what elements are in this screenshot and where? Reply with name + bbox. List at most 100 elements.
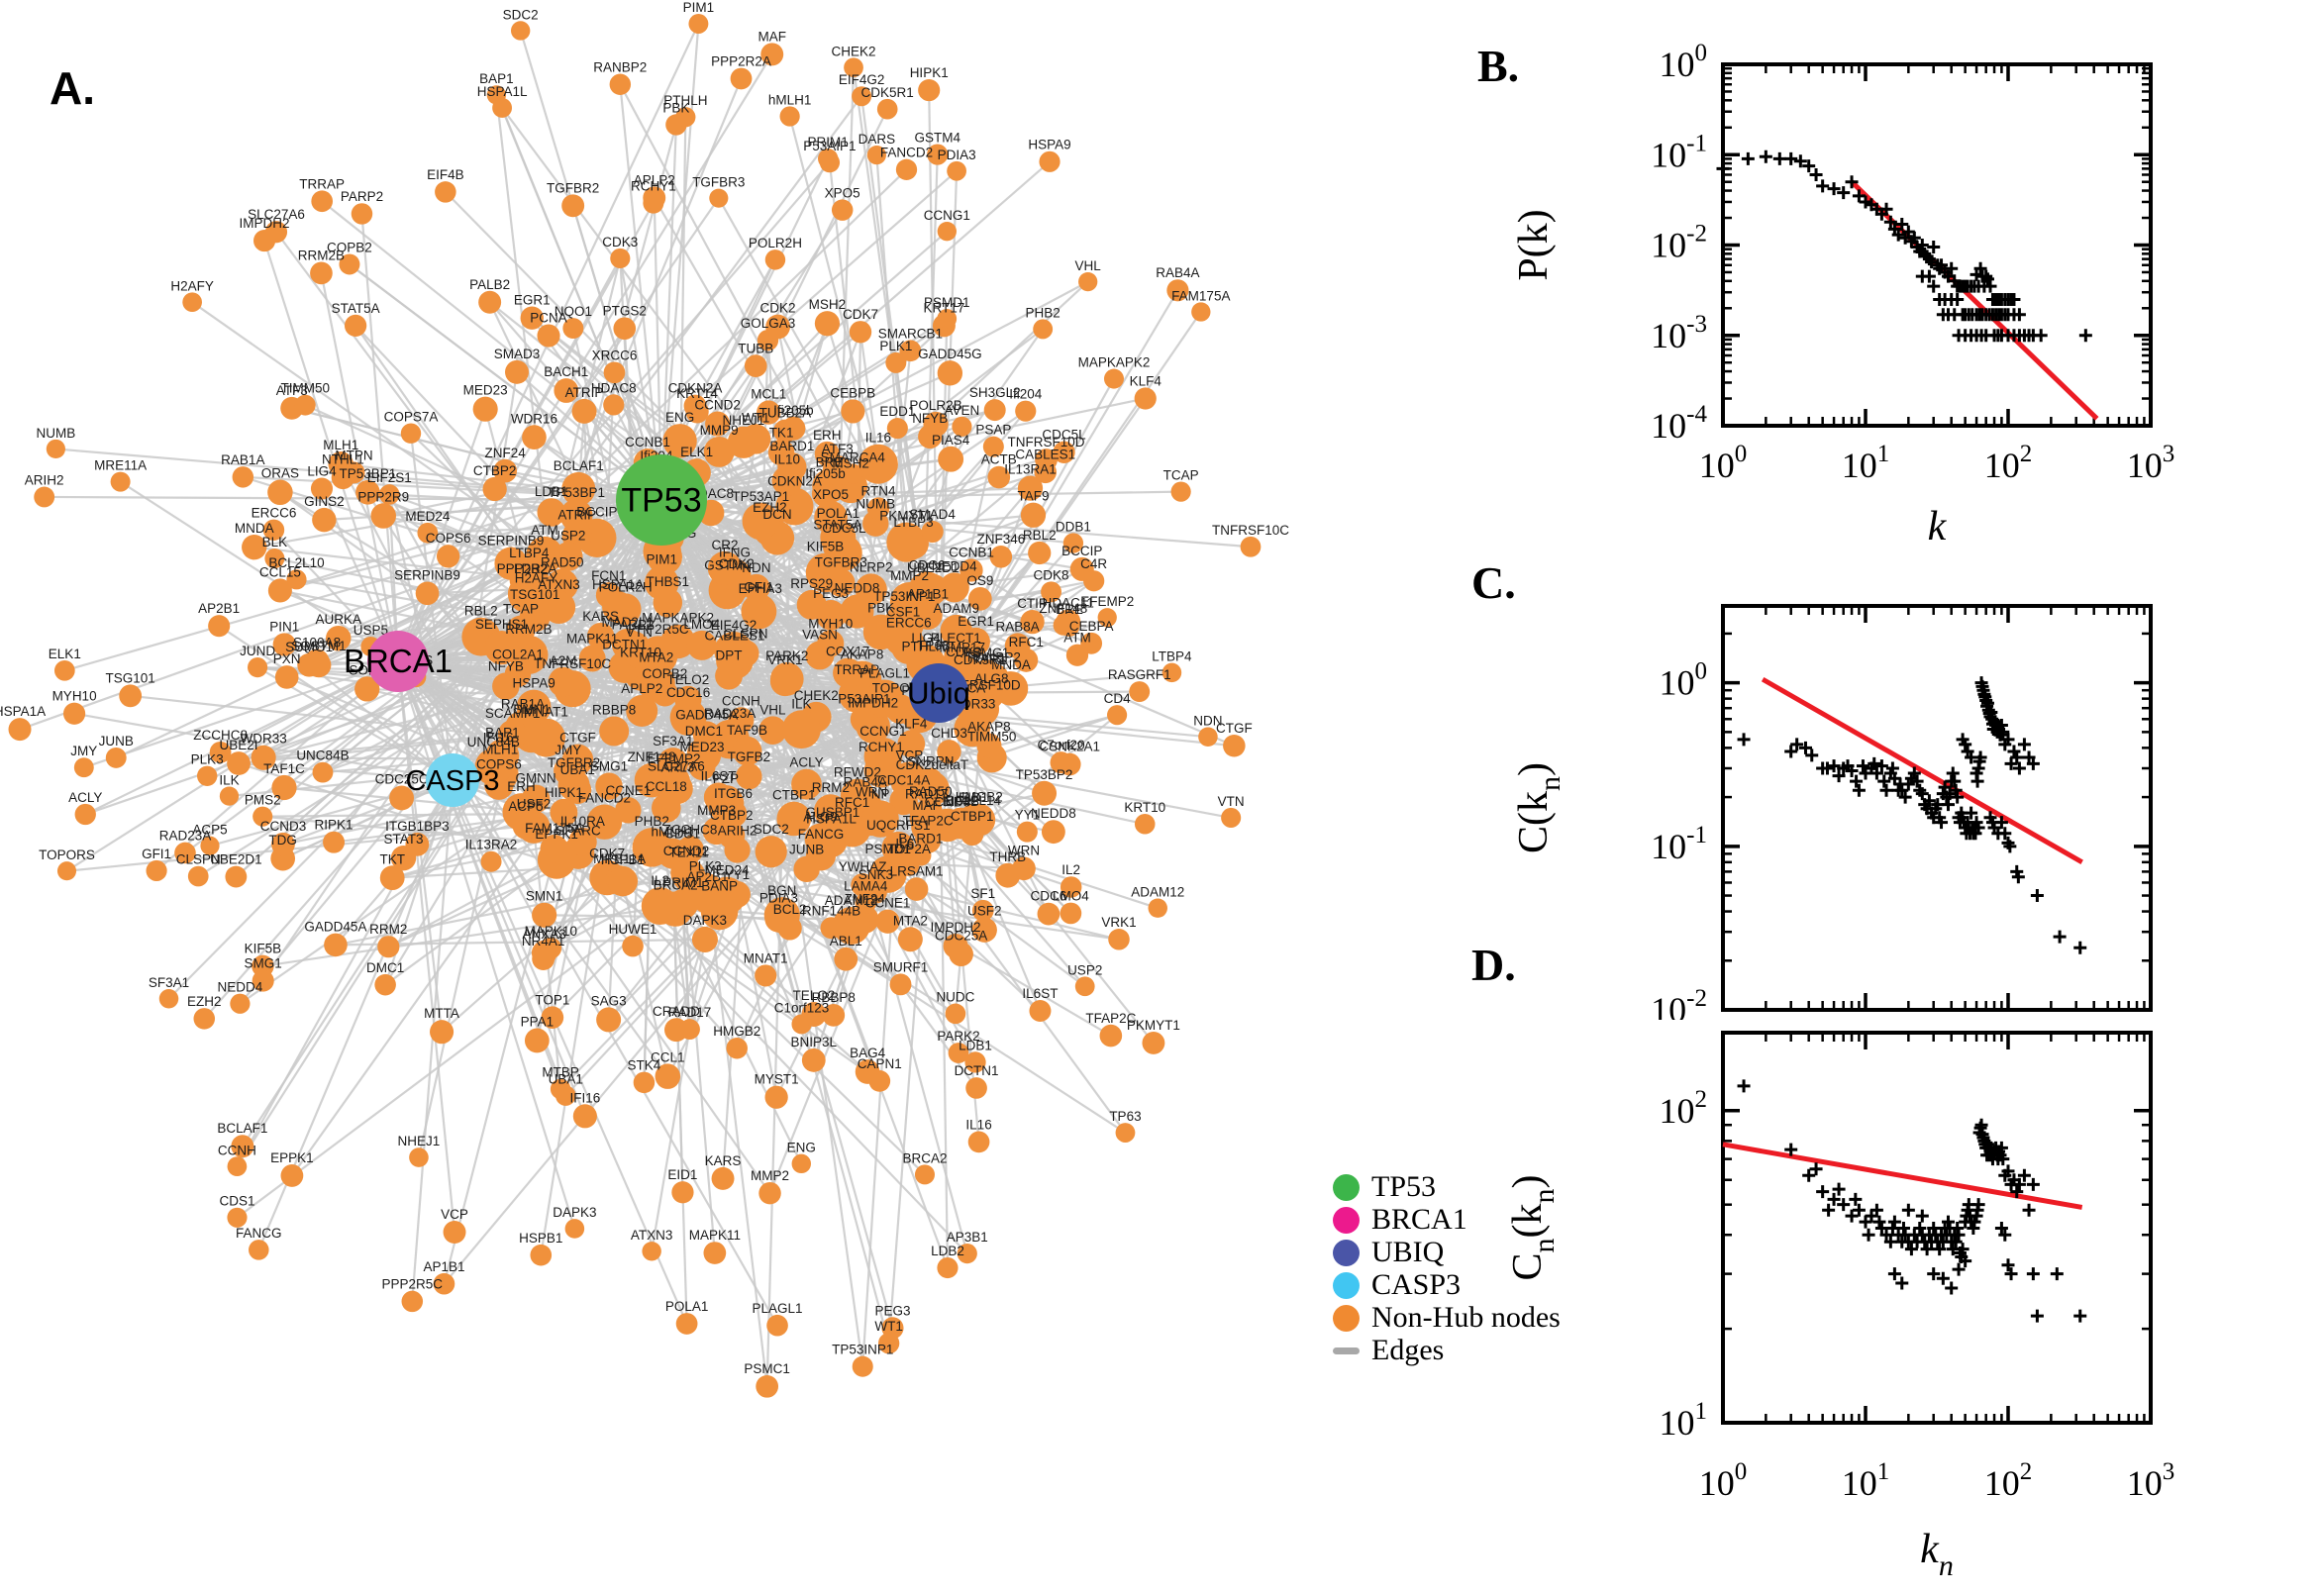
svg-text:BACH1: BACH1 bbox=[544, 364, 588, 379]
svg-text:CLSPN: CLSPN bbox=[724, 626, 768, 641]
svg-text:SUMO1: SUMO1 bbox=[285, 640, 333, 654]
svg-text:BAP1: BAP1 bbox=[479, 71, 514, 86]
svg-text:AVEN: AVEN bbox=[945, 403, 980, 418]
svg-text:CCL15: CCL15 bbox=[259, 564, 301, 579]
svg-text:PRIM1: PRIM1 bbox=[662, 875, 703, 890]
svg-text:CDK3: CDK3 bbox=[602, 235, 638, 249]
svg-text:CDC14A: CDC14A bbox=[877, 773, 930, 788]
svg-text:BCL2L14: BCL2L14 bbox=[946, 793, 1002, 808]
svg-text:CCL18: CCL18 bbox=[646, 779, 687, 794]
svg-text:CEBPA: CEBPA bbox=[1069, 619, 1114, 634]
svg-text:LRSAM1: LRSAM1 bbox=[890, 863, 944, 878]
svg-text:PTHLH: PTHLH bbox=[901, 639, 945, 653]
svg-text:SMAD3: SMAD3 bbox=[494, 347, 541, 361]
svg-text:UQCRFS1: UQCRFS1 bbox=[866, 818, 931, 833]
svg-text:H2AFY: H2AFY bbox=[170, 278, 214, 293]
svg-text:RIPK1: RIPK1 bbox=[315, 818, 354, 833]
svg-text:UNC84B: UNC84B bbox=[296, 748, 349, 763]
svg-text:SMG1: SMG1 bbox=[245, 956, 282, 971]
svg-text:CDK5R1: CDK5R1 bbox=[861, 85, 914, 100]
svg-text:ENG: ENG bbox=[665, 410, 694, 425]
svg-text:BCCIP: BCCIP bbox=[576, 505, 617, 520]
svg-text:10-4: 10-4 bbox=[1651, 401, 1707, 446]
svg-text:MMP17: MMP17 bbox=[940, 641, 986, 655]
svg-text:RAB4A: RAB4A bbox=[844, 774, 887, 789]
svg-text:EPHA3: EPHA3 bbox=[739, 581, 782, 596]
svg-text:TGFBR3: TGFBR3 bbox=[815, 555, 867, 570]
svg-text:NDN: NDN bbox=[742, 560, 770, 575]
svg-text:COL2A1: COL2A1 bbox=[492, 648, 544, 662]
svg-text:CCNH: CCNH bbox=[722, 693, 760, 708]
svg-text:RRM2B: RRM2B bbox=[298, 249, 345, 263]
svg-text:CDS1: CDS1 bbox=[664, 826, 700, 841]
svg-text:TCAP: TCAP bbox=[503, 602, 539, 617]
legend-item-casp3: CASP3 bbox=[1333, 1268, 1561, 1301]
svg-text:ALG9: ALG9 bbox=[803, 810, 838, 825]
svg-text:ZNF24: ZNF24 bbox=[485, 446, 527, 460]
svg-text:POLR2H: POLR2H bbox=[749, 236, 802, 250]
svg-text:MMP2: MMP2 bbox=[751, 1168, 789, 1183]
svg-text:RAD23A: RAD23A bbox=[159, 829, 212, 844]
svg-text:HSPA1L: HSPA1L bbox=[806, 811, 857, 826]
svg-text:AP2B1: AP2B1 bbox=[198, 601, 240, 616]
svg-text:SPARC: SPARC bbox=[556, 823, 601, 838]
svg-text:RAD23A: RAD23A bbox=[704, 706, 757, 721]
svg-text:SERPINB9: SERPINB9 bbox=[394, 567, 460, 582]
svg-text:RFC1: RFC1 bbox=[1009, 635, 1044, 649]
svg-text:APLP2: APLP2 bbox=[634, 172, 675, 187]
svg-text:ACP5: ACP5 bbox=[508, 799, 543, 814]
svg-text:SH3GL2: SH3GL2 bbox=[969, 385, 1021, 400]
svg-text:ATF3: ATF3 bbox=[276, 383, 308, 398]
svg-text:CDC6: CDC6 bbox=[1031, 889, 1067, 904]
svg-text:ACTB: ACTB bbox=[981, 452, 1017, 467]
svg-text:ITGB6: ITGB6 bbox=[714, 786, 753, 801]
svg-text:UBA1: UBA1 bbox=[549, 1071, 583, 1086]
svg-text:BCL2: BCL2 bbox=[773, 902, 807, 917]
svg-text:TP63: TP63 bbox=[1109, 1109, 1141, 1124]
svg-text:CCNB1: CCNB1 bbox=[625, 435, 670, 449]
svg-text:COPS7A: COPS7A bbox=[384, 410, 439, 425]
svg-text:IL2: IL2 bbox=[651, 873, 669, 888]
svg-text:ERH: ERH bbox=[813, 428, 842, 443]
svg-text:PARK2: PARK2 bbox=[937, 1029, 979, 1044]
svg-text:RPS29: RPS29 bbox=[790, 576, 833, 591]
svg-text:SDC2: SDC2 bbox=[754, 822, 789, 837]
svg-text:ARIH2: ARIH2 bbox=[25, 473, 64, 488]
svg-text:WDR33: WDR33 bbox=[240, 732, 286, 747]
svg-text:RAB8A: RAB8A bbox=[996, 619, 1040, 634]
svg-text:LIG4: LIG4 bbox=[911, 631, 941, 646]
svg-text:WRN: WRN bbox=[1008, 843, 1040, 857]
svg-text:ZNF148: ZNF148 bbox=[628, 749, 676, 764]
svg-text:LDB1: LDB1 bbox=[535, 484, 568, 499]
svg-text:PARP2: PARP2 bbox=[612, 617, 655, 632]
svg-text:CDS1: CDS1 bbox=[219, 1194, 254, 1209]
svg-text:HDAC8: HDAC8 bbox=[591, 380, 637, 395]
svg-text:XRCC6: XRCC6 bbox=[592, 348, 638, 362]
svg-text:SMN1: SMN1 bbox=[513, 702, 551, 717]
svg-text:ACLY: ACLY bbox=[68, 790, 102, 805]
svg-text:TGFBR2: TGFBR2 bbox=[548, 755, 600, 770]
svg-text:NFYB: NFYB bbox=[912, 411, 948, 426]
svg-text:EIF4B: EIF4B bbox=[942, 794, 979, 809]
svg-text:SDC2: SDC2 bbox=[503, 7, 539, 22]
svg-text:IL13RA2: IL13RA2 bbox=[465, 838, 518, 852]
svg-text:PTGS2: PTGS2 bbox=[603, 303, 647, 318]
svg-text:DMC1: DMC1 bbox=[685, 724, 723, 739]
svg-text:MYH10: MYH10 bbox=[52, 689, 97, 704]
svg-text:GSTM4: GSTM4 bbox=[914, 130, 960, 145]
svg-text:PLAGL1: PLAGL1 bbox=[753, 1301, 803, 1316]
svg-text:ERCC6: ERCC6 bbox=[252, 506, 297, 521]
x-tick-labels: 100 101 102 103 bbox=[1699, 441, 2175, 485]
svg-text:BANP: BANP bbox=[701, 878, 738, 893]
svg-text:Ifi204: Ifi204 bbox=[1009, 387, 1043, 402]
svg-text:TRRAP: TRRAP bbox=[299, 176, 345, 191]
svg-text:PBK: PBK bbox=[662, 100, 689, 115]
svg-text:WDR16: WDR16 bbox=[511, 411, 557, 426]
svg-text:ADAM12: ADAM12 bbox=[825, 893, 878, 908]
svg-text:HIPK1: HIPK1 bbox=[910, 65, 949, 80]
svg-text:PSAP: PSAP bbox=[975, 423, 1011, 438]
svg-text:DCTN1: DCTN1 bbox=[955, 1063, 999, 1078]
svg-text:CDK7: CDK7 bbox=[843, 307, 878, 322]
svg-text:KARS: KARS bbox=[705, 1153, 742, 1168]
svg-text:RAD17: RAD17 bbox=[668, 1005, 712, 1020]
